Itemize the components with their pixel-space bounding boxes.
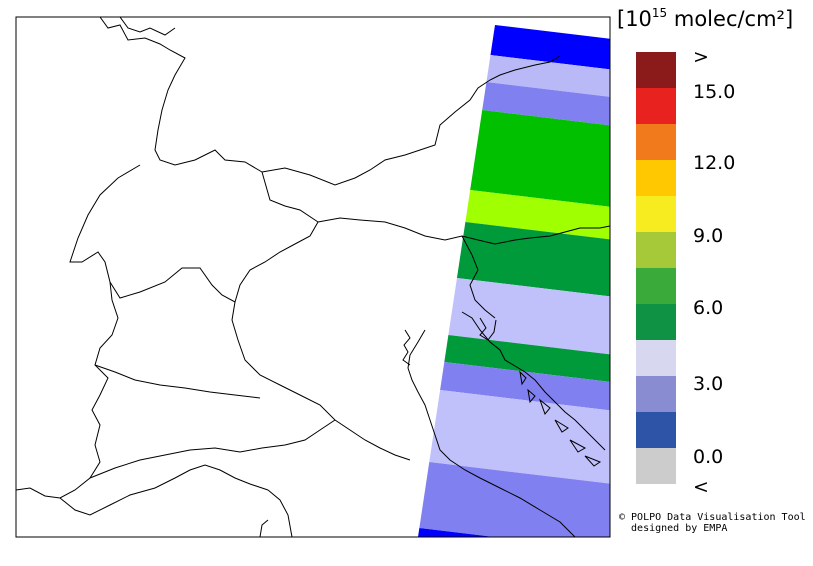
tick-label: 9.0 — [693, 225, 724, 247]
coastline — [267, 489, 293, 537]
swath-band — [465, 190, 610, 240]
border-line — [99, 17, 263, 173]
colorbar-bin — [636, 88, 676, 124]
colorbar-bin — [636, 196, 676, 232]
border-line — [317, 217, 610, 245]
colorbar — [636, 52, 676, 484]
island — [519, 370, 527, 386]
swath-band — [486, 55, 610, 97]
colorbar-bin — [636, 52, 676, 88]
border-line — [89, 419, 336, 479]
colorbar-bin — [636, 268, 676, 304]
colorbar-bin — [636, 376, 676, 412]
swath-band — [470, 110, 610, 207]
coastline — [402, 329, 411, 366]
coastline — [461, 311, 606, 451]
credit-text: © POLPO Data Visualisation Tool designed… — [619, 512, 806, 534]
border-line — [461, 235, 496, 319]
border-line — [261, 55, 561, 186]
tick-label: 3.0 — [693, 373, 724, 395]
swath-band — [456, 222, 610, 297]
colorbar-unit-label: [1015 molec/cm²] — [617, 6, 794, 31]
swath-band — [418, 528, 495, 537]
border-line — [231, 301, 411, 461]
colorbar-bin — [636, 448, 676, 484]
island — [538, 398, 551, 415]
swath-band — [440, 362, 610, 411]
tick-label: < — [693, 476, 709, 498]
coastline — [59, 464, 269, 516]
island — [554, 419, 569, 433]
borders-and-coastlines — [16, 17, 610, 537]
coastline — [259, 519, 269, 537]
tick-label: 0.0 — [693, 446, 724, 468]
border-line — [119, 17, 176, 36]
swath-band — [448, 278, 610, 355]
coastline — [407, 329, 576, 537]
colorbar-bin — [636, 232, 676, 268]
colorbar-bin — [636, 412, 676, 448]
border-line — [94, 364, 261, 399]
island — [569, 439, 587, 453]
border-line — [69, 164, 319, 303]
tick-label: 12.0 — [693, 152, 736, 174]
satellite-swath — [418, 25, 610, 537]
swath-band — [429, 390, 610, 484]
tick-label: 6.0 — [693, 297, 724, 319]
swath-band — [419, 462, 610, 537]
island — [584, 455, 602, 467]
colorbar-bin — [636, 304, 676, 340]
border-line — [16, 281, 119, 499]
tick-label: > — [693, 46, 709, 68]
swath-band — [482, 82, 610, 126]
swath-band — [490, 25, 610, 70]
colorbar-bin — [636, 124, 676, 160]
swath-band — [444, 335, 610, 382]
coastline — [479, 317, 497, 341]
tick-label: 15.0 — [693, 81, 736, 103]
island — [527, 388, 536, 404]
colorbar-bin — [636, 160, 676, 196]
map-frame — [15, 16, 611, 538]
colorbar-bin — [636, 340, 676, 376]
